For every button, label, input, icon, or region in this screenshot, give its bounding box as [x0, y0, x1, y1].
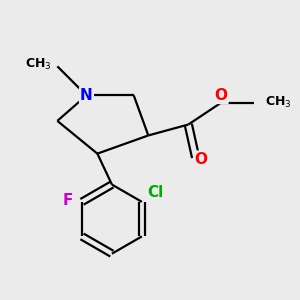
Text: CH$_3$: CH$_3$	[25, 57, 52, 72]
Text: CH$_3$: CH$_3$	[265, 95, 291, 110]
Text: N: N	[80, 88, 93, 103]
Text: O: O	[195, 152, 208, 166]
Text: O: O	[214, 88, 228, 103]
Text: Cl: Cl	[147, 185, 164, 200]
Text: F: F	[62, 193, 73, 208]
